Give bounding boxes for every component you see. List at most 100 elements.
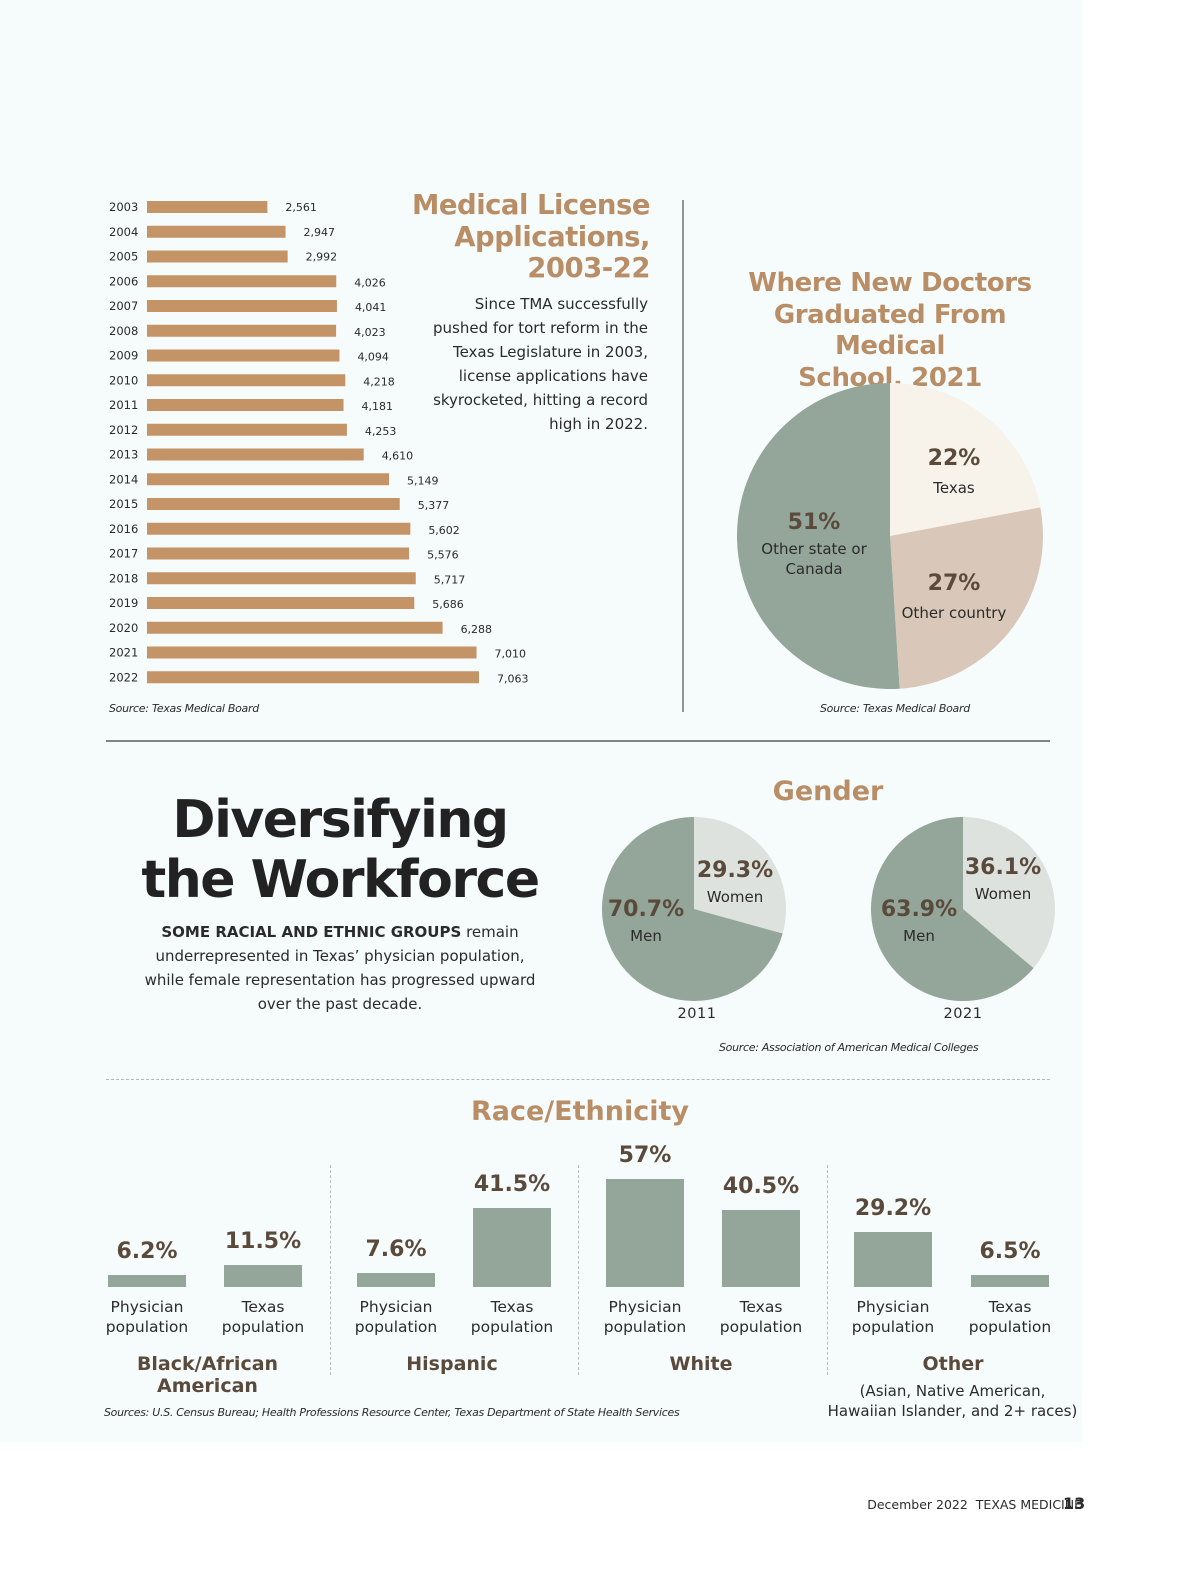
bar — [147, 423, 347, 436]
race-bar-caption-line: Texas — [241, 1298, 285, 1316]
page-panel — [0, 0, 1082, 1442]
gender-title: Gender — [772, 776, 884, 807]
race-bar-caption: Texas population — [457, 1297, 567, 1337]
graduates-title: Where New Doctors Graduated From Medical… — [720, 268, 1060, 394]
gender-2011-women-label: Women — [706, 888, 764, 906]
race-bar-caption-line: population — [354, 1318, 438, 1336]
bar-year-label: 2015 — [109, 497, 138, 511]
workforce-intro-text: remain underrepresented in Texas’ physic… — [144, 923, 536, 1013]
race-bar-caption-line: Texas — [490, 1298, 534, 1316]
race-bar — [606, 1179, 684, 1287]
race-group-label: Hispanic — [406, 1353, 498, 1375]
bar-value-label: 4,218 — [363, 375, 395, 388]
workforce-intro: SOME RACIAL AND ETHNIC GROUPS remain und… — [140, 920, 540, 1016]
gender-2011-men-pct: 70.7% — [607, 897, 685, 922]
bar — [147, 275, 337, 288]
bar-value-label: 5,686 — [432, 598, 464, 611]
gender-2021-women-label: Women — [974, 885, 1032, 903]
race-bar-value: 57% — [618, 1143, 672, 1168]
race-bar — [108, 1275, 186, 1287]
race-bar-caption: Texas population — [955, 1297, 1065, 1337]
bar — [147, 399, 344, 411]
race-bar-caption: Physician population — [838, 1297, 948, 1337]
bar-value-label: 4,026 — [354, 276, 386, 289]
pie-label-other-country: Other country — [901, 604, 1007, 622]
bar-value-label: 2,561 — [285, 201, 317, 214]
race-bar-caption-line: population — [851, 1318, 935, 1336]
race-other-note: (Asian, Native American, Hawaiian Island… — [825, 1381, 1080, 1421]
bar — [147, 225, 286, 238]
bar-year-label: 2005 — [109, 250, 138, 264]
bar-value-label: 4,181 — [362, 400, 394, 413]
pie-slice-women — [963, 817, 1055, 969]
bar-value-label: 2,992 — [306, 251, 338, 264]
bar — [147, 671, 479, 684]
bar-year-label: 2013 — [109, 448, 138, 462]
bar — [147, 473, 390, 486]
bar — [147, 349, 340, 362]
bar-value-label: 5,717 — [434, 573, 466, 586]
race-bar-caption: Physician population — [590, 1297, 700, 1337]
license-title-line: Applications, — [454, 220, 650, 253]
race-bar-caption-line: Physician — [856, 1298, 930, 1316]
race-bar-caption: Texas population — [706, 1297, 816, 1337]
pie-label-other-state: Other state or Canada — [761, 540, 867, 578]
bar — [147, 522, 411, 535]
race-bar — [357, 1272, 435, 1287]
race-bar — [224, 1265, 302, 1287]
race-group-label: Black/African American — [136, 1353, 279, 1397]
graduates-title-line: Where New Doctors — [748, 268, 1032, 298]
footer-issue: December 2022 TEXAS MEDICINE — [867, 1497, 1082, 1512]
pie-slice-women — [694, 817, 786, 934]
bar — [147, 201, 268, 213]
pie-slice-other-state-or-canada — [736, 383, 900, 689]
race-bar-caption: Physician population — [92, 1297, 202, 1337]
bar-year-label: 2021 — [109, 646, 138, 660]
race-bar-caption-line: population — [221, 1318, 305, 1336]
section-divider — [106, 1079, 1050, 1081]
footer-date: December 2022 — [867, 1497, 968, 1512]
license-title-line: Medical License — [412, 189, 651, 221]
bar — [147, 498, 400, 510]
race-group-label: Other — [922, 1353, 984, 1375]
workforce-title: Diversifying the Workforce — [140, 790, 540, 910]
pie-slice-men — [602, 817, 783, 1001]
bar-value-label: 5,149 — [407, 474, 439, 487]
race-source: Sources: U.S. Census Bureau; Health Prof… — [104, 1406, 680, 1419]
section-divider — [106, 740, 1050, 742]
bar — [147, 621, 443, 634]
race-group-label: White — [669, 1353, 733, 1375]
gender-2021-year: 2021 — [943, 1006, 983, 1022]
race-bar — [854, 1231, 932, 1287]
race-bar-value: 40.5% — [722, 1174, 800, 1200]
license-title: Medical License Applications, 2003-22 — [412, 189, 651, 285]
bar-value-label: 4,023 — [354, 326, 386, 339]
bar-year-label: 2006 — [109, 274, 138, 288]
bar — [147, 597, 415, 609]
race-group-divider — [827, 1165, 828, 1375]
race-bar-value: 6.5% — [979, 1238, 1041, 1264]
bar-value-label: 4,041 — [355, 301, 387, 314]
race-bar-value: 6.2% — [116, 1239, 178, 1265]
bar — [147, 250, 288, 263]
gender-2021-men-pct: 63.9% — [880, 897, 958, 922]
bar-value-label: 5,576 — [427, 549, 459, 562]
gender-2021-pie-chart — [871, 817, 1055, 1001]
bar-year-label: 2003 — [109, 200, 138, 214]
bar-year-label: 2009 — [109, 349, 138, 363]
race-bar-caption-line: Physician — [608, 1298, 682, 1316]
bar-year-label: 2022 — [109, 670, 138, 684]
license-bar-chart: 2003 2,561 2004 2,947 2005 2,992 2006 4,026 2007… — [109, 200, 529, 685]
race-other-note-line: Hawaiian Islander, and 2+ races) — [827, 1402, 1078, 1420]
pie-label-other-state-pct: 51% — [787, 510, 841, 535]
bar-year-label: 2012 — [109, 423, 138, 437]
bar-value-label: 7,010 — [495, 648, 526, 661]
bar-year-label: 2019 — [109, 596, 138, 610]
graduates-title-line: Graduated From Medical — [773, 299, 1007, 362]
bar-value-label: 7,063 — [497, 672, 529, 685]
bar-value-label: 4,253 — [365, 425, 397, 438]
bar-year-label: 2007 — [109, 299, 138, 313]
race-bar-caption-line: Texas — [739, 1298, 783, 1316]
race-bar — [971, 1274, 1049, 1287]
bar-value-label: 5,602 — [428, 524, 460, 537]
